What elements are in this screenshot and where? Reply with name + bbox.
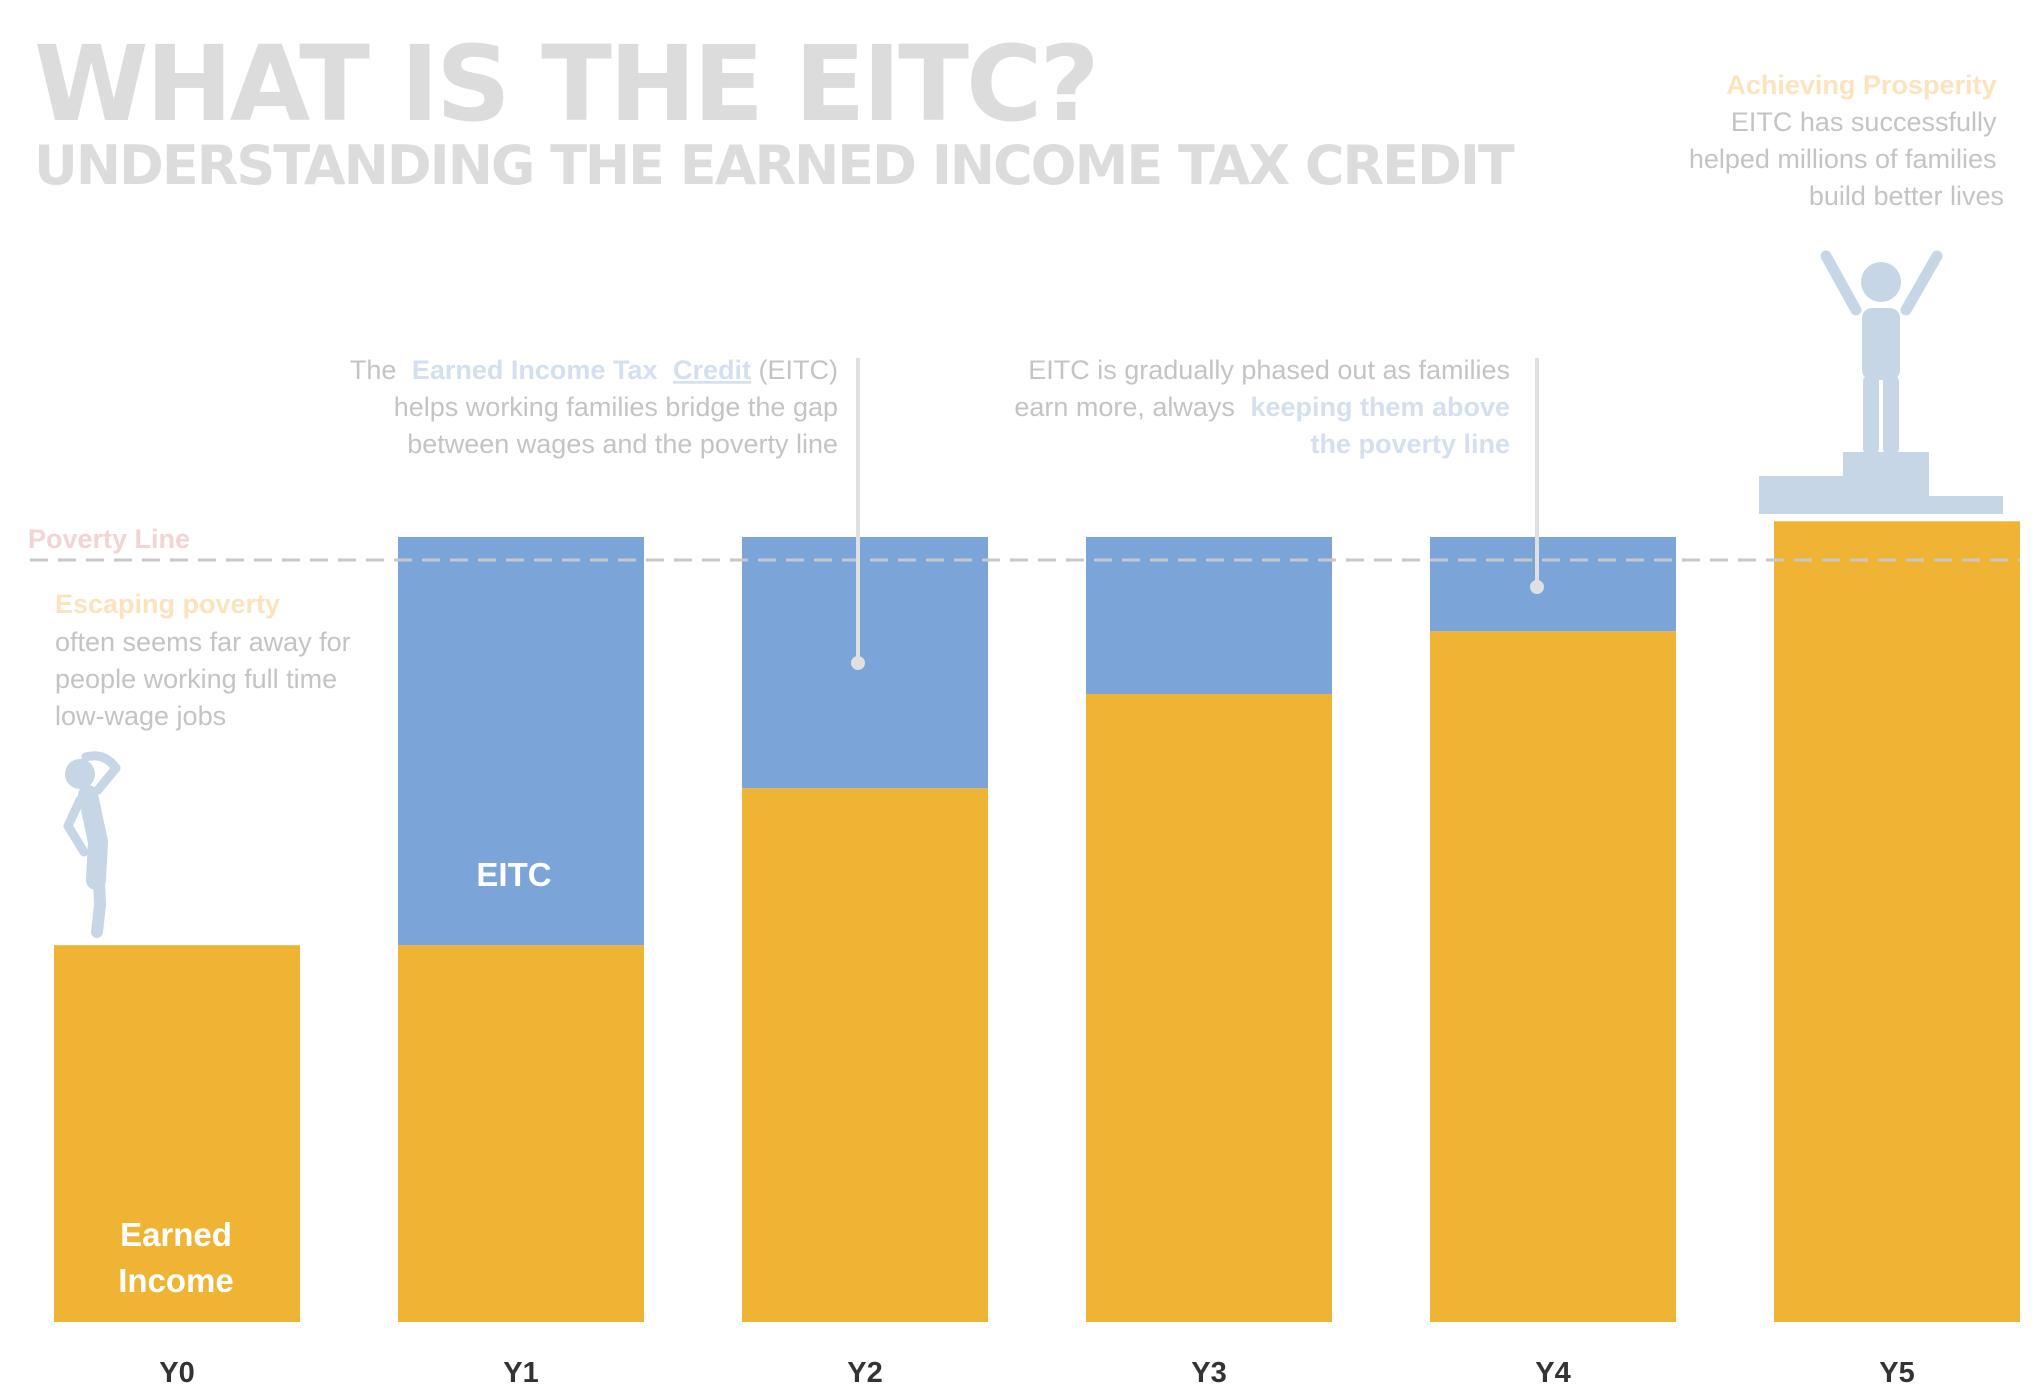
x-axis-ticks: Y0 Y1 Y2 Y3 Y4 Y5 [159, 1357, 1914, 1389]
x-tick-y3: Y3 [1191, 1357, 1226, 1389]
earned-income-label-line2: Income [118, 1262, 234, 1299]
bar-eitc-y2 [742, 537, 988, 789]
prosperity-annotation-line1: EITC has successfully [1731, 107, 1997, 137]
prosperity-annotation-lead: Achieving Prosperity [1726, 70, 1996, 100]
bar-earned-y1 [398, 945, 644, 1322]
eitc-intro-suffix: (EITC) [759, 355, 838, 385]
poverty-line-label: Poverty Line [28, 524, 190, 554]
x-tick-y2: Y2 [847, 1357, 882, 1389]
poverty-annotation-line3: low-wage jobs [55, 701, 226, 731]
leader-line-y4 [1530, 358, 1544, 594]
eitc-intro-annotation-line2: helps working families bridge the gap [394, 392, 838, 422]
worried-person-icon [63, 751, 121, 938]
poverty-annotation-line2: people working full time [55, 664, 337, 694]
poverty-annotation: Escaping poverty often seems far away fo… [55, 589, 358, 731]
bar-group [54, 521, 2020, 1322]
phase-out-bold: keeping them above [1250, 392, 1510, 422]
x-tick-y0: Y0 [159, 1357, 194, 1389]
bar-eitc-y1 [398, 537, 644, 946]
celebrating-person-icon [1820, 250, 1943, 454]
earned-income-label-line1: Earned [120, 1216, 232, 1253]
bar-eitc-y3 [1086, 537, 1332, 694]
poverty-annotation-lead: Escaping poverty [55, 589, 280, 619]
poverty-annotation-line1: often seems far away for [55, 627, 351, 657]
x-tick-y4: Y4 [1535, 1357, 1570, 1389]
x-tick-y5: Y5 [1879, 1357, 1914, 1389]
bar-eitc-y4 [1430, 537, 1676, 632]
phase-out-plain: earn more, always [1014, 392, 1235, 422]
bar-earned-y3 [1086, 694, 1332, 1322]
bar-earned-y5 [1774, 521, 2020, 1322]
eitc-bar-label: EITC [476, 856, 551, 893]
bar-earned-y4 [1430, 631, 1676, 1322]
prosperity-annotation-line3: build better lives [1809, 181, 2004, 211]
eitc-intro-prefix: The [350, 355, 397, 385]
eitc-intro-annotation-line1: The Earned Income Tax Credit (EITC) [350, 355, 838, 385]
prosperity-annotation-line2: helped millions of families [1689, 144, 1997, 174]
eitc-intro-highlight-credit: Credit [673, 355, 751, 385]
x-tick-y1: Y1 [503, 1357, 538, 1389]
bar-earned-y0 [54, 945, 300, 1322]
eitc-intro-highlight: Earned Income Tax [412, 355, 658, 385]
page-subtitle: UNDERSTANDING THE EARNED INCOME TAX CRED… [34, 134, 1515, 197]
prosperity-annotation: Achieving Prosperity EITC has successful… [1689, 70, 2004, 211]
phase-out-annotation-line1: EITC is gradually phased out as families [1028, 355, 1510, 385]
phase-out-annotation-line3: the poverty line [1310, 429, 1510, 459]
podium-icon [1759, 452, 2003, 514]
page-title: WHAT IS THE EITC? [34, 23, 1097, 145]
phase-out-annotation-line2: earn more, always keeping them above [1014, 392, 1510, 422]
bar-earned-y2 [742, 788, 988, 1322]
leader-line-y2 [851, 358, 865, 670]
eitc-intro-annotation-line3: between wages and the poverty line [407, 429, 838, 459]
